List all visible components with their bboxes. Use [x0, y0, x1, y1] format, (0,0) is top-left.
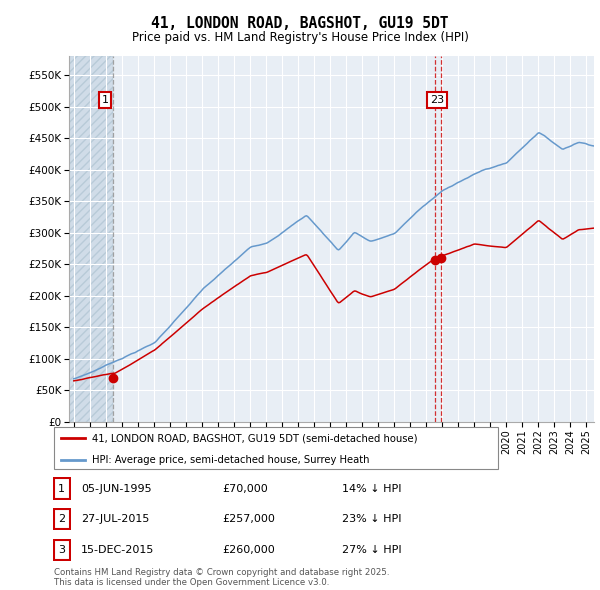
- Text: 15-DEC-2015: 15-DEC-2015: [81, 545, 154, 555]
- Text: 23% ↓ HPI: 23% ↓ HPI: [342, 514, 401, 524]
- FancyBboxPatch shape: [54, 427, 498, 469]
- Text: 41, LONDON ROAD, BAGSHOT, GU19 5DT: 41, LONDON ROAD, BAGSHOT, GU19 5DT: [151, 16, 449, 31]
- FancyBboxPatch shape: [54, 478, 70, 499]
- Text: HPI: Average price, semi-detached house, Surrey Heath: HPI: Average price, semi-detached house,…: [92, 455, 369, 465]
- Text: 1: 1: [58, 484, 65, 493]
- Text: 3: 3: [58, 545, 65, 555]
- Text: Price paid vs. HM Land Registry's House Price Index (HPI): Price paid vs. HM Land Registry's House …: [131, 31, 469, 44]
- Text: 1: 1: [101, 95, 109, 105]
- Text: 27% ↓ HPI: 27% ↓ HPI: [342, 545, 401, 555]
- FancyBboxPatch shape: [54, 540, 70, 560]
- Text: Contains HM Land Registry data © Crown copyright and database right 2025.
This d: Contains HM Land Registry data © Crown c…: [54, 568, 389, 587]
- Text: 27-JUL-2015: 27-JUL-2015: [81, 514, 149, 524]
- Text: 23: 23: [430, 95, 444, 105]
- Text: £257,000: £257,000: [222, 514, 275, 524]
- Text: £260,000: £260,000: [222, 545, 275, 555]
- Text: 2: 2: [58, 514, 65, 524]
- Text: 41, LONDON ROAD, BAGSHOT, GU19 5DT (semi-detached house): 41, LONDON ROAD, BAGSHOT, GU19 5DT (semi…: [92, 434, 417, 444]
- Text: £70,000: £70,000: [222, 484, 268, 493]
- FancyBboxPatch shape: [54, 509, 70, 529]
- Text: 14% ↓ HPI: 14% ↓ HPI: [342, 484, 401, 493]
- Text: 05-JUN-1995: 05-JUN-1995: [81, 484, 152, 493]
